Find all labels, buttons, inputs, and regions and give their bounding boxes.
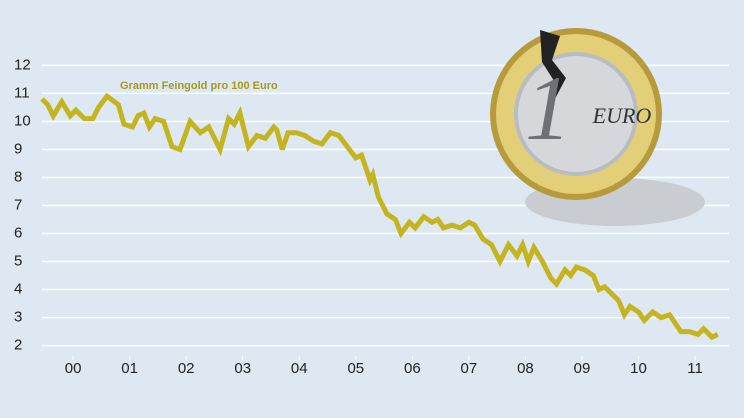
- y-tick-label: 5: [14, 253, 22, 270]
- x-tick-label: 04: [291, 360, 308, 377]
- x-tick-label: 10: [630, 360, 647, 377]
- coin-label: EURO: [592, 103, 652, 128]
- y-tick-label: 12: [14, 56, 31, 73]
- x-tick-label: 11: [687, 360, 703, 377]
- y-tick-label: 2: [14, 337, 22, 354]
- y-tick-label: 7: [14, 196, 22, 213]
- annotation: Gramm Feingold pro 100 Euro: [120, 80, 278, 92]
- y-tick-label: 11: [14, 84, 30, 101]
- coin-denomination: 1: [525, 57, 571, 159]
- x-tick-label: 05: [347, 360, 364, 377]
- x-tick-label: 09: [574, 360, 591, 377]
- y-tick-label: 9: [14, 140, 22, 157]
- x-tick-label: 02: [178, 360, 195, 377]
- x-tick-label: 00: [65, 360, 82, 377]
- y-tick-label: 3: [14, 309, 22, 326]
- y-tick-label: 10: [14, 112, 31, 129]
- y-tick-label: 6: [14, 224, 22, 241]
- x-tick-label: 07: [461, 360, 478, 377]
- coin-center-face: [518, 56, 634, 172]
- coin-crack: [540, 30, 566, 112]
- x-tick-label: 01: [121, 360, 138, 377]
- data-line: [40, 92, 719, 341]
- x-tick-label: 08: [517, 360, 534, 377]
- coin: 1 EURO: [490, 28, 705, 226]
- y-tick-label: 8: [14, 168, 22, 185]
- y-tick-label: 4: [14, 281, 22, 298]
- x-tick-label: 06: [404, 360, 421, 377]
- x-tick-label: 03: [234, 360, 251, 377]
